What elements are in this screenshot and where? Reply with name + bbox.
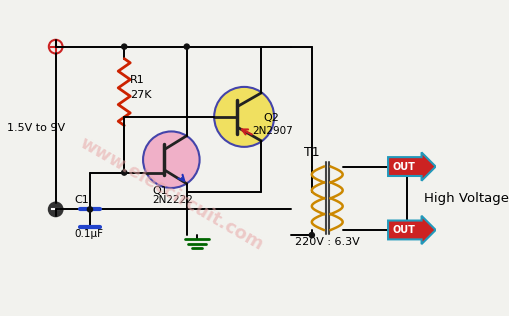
Text: OUT: OUT <box>393 225 416 235</box>
Text: C1: C1 <box>74 195 89 204</box>
Circle shape <box>143 131 200 188</box>
Text: 1.5V to 9V: 1.5V to 9V <box>7 123 65 133</box>
Circle shape <box>88 207 93 212</box>
Text: www.eleccircuit.com: www.eleccircuit.com <box>76 134 266 254</box>
Text: Q2: Q2 <box>263 113 279 123</box>
FancyBboxPatch shape <box>388 216 436 244</box>
Text: 2N2222: 2N2222 <box>153 195 193 204</box>
Text: High Voltage: High Voltage <box>424 192 509 205</box>
Text: 27K: 27K <box>130 90 152 100</box>
Text: R1: R1 <box>130 75 145 85</box>
Circle shape <box>184 44 189 49</box>
Text: T1: T1 <box>304 146 320 159</box>
Circle shape <box>309 233 315 238</box>
Text: Q1: Q1 <box>153 186 168 196</box>
Circle shape <box>49 203 63 216</box>
Text: OUT: OUT <box>393 161 416 172</box>
Circle shape <box>122 44 127 49</box>
Circle shape <box>214 87 274 147</box>
Text: 220V : 6.3V: 220V : 6.3V <box>295 237 360 247</box>
FancyBboxPatch shape <box>388 152 436 181</box>
Text: 2N2907: 2N2907 <box>253 126 294 136</box>
Text: 0.1μF: 0.1μF <box>74 229 103 239</box>
Circle shape <box>122 170 127 175</box>
